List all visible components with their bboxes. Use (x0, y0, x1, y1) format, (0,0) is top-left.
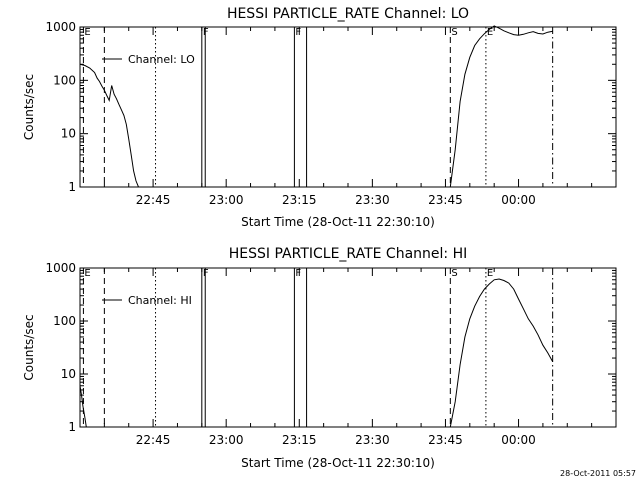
event-marker-label: F (203, 27, 209, 38)
legend-label: Channel: HI (128, 294, 192, 307)
event-marker-label: E (84, 268, 90, 279)
plot-panel-lo: HESSI PARTICLE_RATE Channel: LO Start Tim… (22, 6, 617, 229)
x-tick-label: 23:15 (282, 433, 317, 447)
event-marker-label: S (451, 268, 457, 279)
chart-title: HESSI PARTICLE_RATE Channel: LO (227, 6, 469, 22)
y-tick-label: 100 (53, 73, 76, 87)
event-marker-label: F (203, 268, 209, 279)
x-tick-label: 23:00 (209, 193, 244, 207)
plot-frame (79, 26, 617, 188)
x-tick-label: 23:30 (355, 433, 390, 447)
x-axis-label: Start Time (28-Oct-11 22:30:10) (241, 456, 435, 470)
footer-timestamp: 28-Oct-2011 05:57 (560, 469, 636, 478)
series-line (79, 385, 87, 428)
series-line (449, 25, 553, 188)
event-marker-label: E (487, 268, 493, 279)
event-marker-label: E (487, 27, 493, 38)
legend-label: Channel: LO (128, 53, 195, 66)
x-tick-label: 23:45 (428, 193, 463, 207)
y-tick-label: 1 (68, 420, 76, 434)
event-marker-label: F (295, 27, 301, 38)
x-tick-label: 00:00 (501, 193, 536, 207)
x-tick-label: 22:45 (136, 193, 171, 207)
x-tick-label: 00:00 (501, 433, 536, 447)
x-tick-label: 23:45 (428, 433, 463, 447)
x-tick-label: 22:45 (136, 433, 171, 447)
y-tick-label: 1 (68, 180, 76, 194)
chart-title: HESSI PARTICLE_RATE Channel: HI (229, 246, 467, 262)
x-axis-label: Start Time (28-Oct-11 22:30:10) (241, 215, 435, 229)
event-marker-label: S (451, 27, 457, 38)
x-tick-label: 23:30 (355, 193, 390, 207)
y-tick-label: 1000 (45, 20, 76, 34)
x-tick-label: 23:00 (209, 433, 244, 447)
y-tick-label: 100 (53, 314, 76, 328)
event-marker-label: F (295, 268, 301, 279)
y-axis-label: Counts/sec (22, 314, 36, 380)
y-tick-label: 10 (61, 367, 76, 381)
plot-frame (79, 267, 617, 428)
y-axis-label: Counts/sec (22, 74, 36, 140)
y-tick-label: 1000 (45, 261, 76, 275)
plot-panel-hi: HESSI PARTICLE_RATE Channel: HI Start Tim… (22, 246, 617, 470)
event-marker-label: E (84, 27, 90, 38)
y-tick-label: 10 (61, 127, 76, 141)
series-line (449, 278, 554, 428)
x-tick-label: 23:15 (282, 193, 317, 207)
series-line (79, 63, 149, 188)
